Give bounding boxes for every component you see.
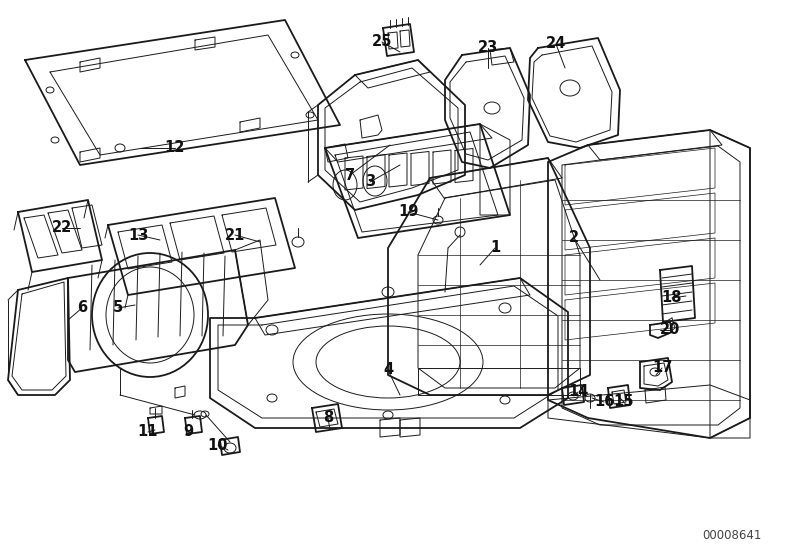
Text: 11: 11 [137, 424, 158, 439]
Text: 6: 6 [77, 301, 87, 315]
Text: 15: 15 [614, 395, 634, 410]
Text: 17: 17 [652, 361, 672, 376]
Text: 3: 3 [365, 174, 375, 190]
Text: 22: 22 [52, 220, 72, 235]
Text: 10: 10 [208, 438, 229, 452]
Text: 13: 13 [128, 228, 148, 243]
Text: 20: 20 [660, 323, 680, 338]
Text: 25: 25 [372, 35, 392, 50]
Text: 2: 2 [569, 230, 579, 245]
Text: 19: 19 [398, 205, 418, 220]
Text: 16: 16 [594, 395, 614, 410]
Text: 8: 8 [323, 410, 333, 425]
Text: 00008641: 00008641 [702, 529, 762, 542]
Text: 24: 24 [546, 36, 566, 51]
Text: 4: 4 [383, 362, 393, 377]
Text: 18: 18 [662, 291, 682, 306]
Text: 1: 1 [490, 240, 500, 255]
Text: 14: 14 [568, 385, 588, 400]
Text: 12: 12 [165, 140, 185, 155]
Text: 21: 21 [225, 228, 245, 243]
Text: 7: 7 [345, 168, 355, 182]
Text: 5: 5 [113, 301, 123, 315]
Text: 9: 9 [183, 424, 193, 439]
Text: 23: 23 [478, 40, 498, 55]
